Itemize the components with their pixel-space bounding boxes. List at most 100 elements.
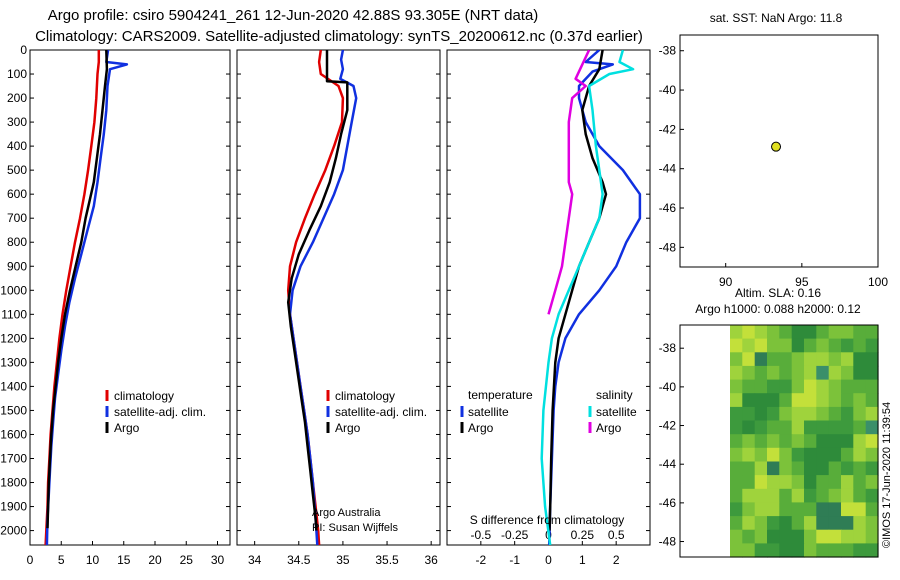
sla-cell xyxy=(816,475,830,490)
sla-cell xyxy=(853,529,867,544)
sla-cell xyxy=(730,529,743,544)
sla-cell xyxy=(804,475,817,490)
sla-cell xyxy=(767,543,780,558)
sla-title-line1: Altim. SLA: 0.16 xyxy=(735,286,821,300)
sla-cell xyxy=(791,393,805,408)
sla-cell xyxy=(804,529,817,544)
s-diff-tick-label: 0.5 xyxy=(608,528,625,542)
sla-cell xyxy=(853,365,867,381)
sla-cell xyxy=(730,543,743,558)
series-line-climatology xyxy=(44,50,101,545)
sla-cell xyxy=(779,447,793,462)
sla-cell xyxy=(791,338,805,353)
sla-cell xyxy=(791,488,805,503)
sla-cell xyxy=(816,543,830,558)
x-tick-label: 1 xyxy=(579,553,586,567)
sla-y-tick-label: -48 xyxy=(659,535,677,549)
sla-cell xyxy=(730,338,743,353)
sla-y-tick-label: -42 xyxy=(659,419,677,433)
sla-cell xyxy=(767,420,780,435)
sla-cell xyxy=(828,434,842,449)
x-tick-label: 34.5 xyxy=(287,553,311,567)
y-tick-label: 300 xyxy=(7,115,27,129)
series-line-climatology xyxy=(286,50,345,545)
sla-cell xyxy=(828,475,842,490)
sla-cell xyxy=(779,379,793,394)
x-tick-label: 35 xyxy=(336,553,350,567)
sla-cell xyxy=(767,379,780,394)
y-tick-label: 400 xyxy=(7,139,27,153)
x-tick-label: 34 xyxy=(248,553,262,567)
sla-cell xyxy=(742,338,756,353)
y-tick-label: 900 xyxy=(7,259,27,273)
difference-legend: temperature salinity satellite Argo sate… xyxy=(460,388,637,527)
sla-cell xyxy=(730,434,743,449)
sla-cell xyxy=(841,447,854,462)
sla-cell xyxy=(841,352,854,367)
location-map-frame xyxy=(679,34,879,268)
x-tick-label: 10 xyxy=(86,553,100,567)
sla-cell xyxy=(754,529,768,544)
sla-cell xyxy=(865,420,879,435)
sla-cell xyxy=(730,420,743,435)
sla-cell xyxy=(742,543,756,558)
y-tick-label: 1100 xyxy=(1,307,27,321)
sla-cell xyxy=(865,325,879,340)
s-diff-tick-label: -0.5 xyxy=(470,528,491,542)
y-tick-label: 2000 xyxy=(0,524,27,538)
y-tick-label: 800 xyxy=(7,235,27,249)
sla-cell xyxy=(742,393,756,408)
sla-cell xyxy=(828,325,842,340)
sla-cell xyxy=(841,393,854,408)
sla-cell xyxy=(841,475,854,490)
series-line-satellite-adj-clim- xyxy=(45,50,129,545)
sla-cell xyxy=(754,461,768,476)
credit-line-2: PI: Susan Wijffels xyxy=(312,522,398,534)
sla-cell xyxy=(865,461,879,476)
sla-cell xyxy=(853,325,867,340)
map-y-tick-label: -46 xyxy=(659,201,677,215)
sla-cell xyxy=(779,502,793,517)
sla-cell xyxy=(828,406,842,422)
sla-cell xyxy=(730,475,743,490)
sla-cell xyxy=(865,379,879,394)
argo-float-location-marker xyxy=(771,141,782,152)
sla-cell xyxy=(804,325,817,340)
sla-cell xyxy=(804,434,817,449)
y-tick-label: 1000 xyxy=(0,283,27,297)
sla-cell xyxy=(742,516,756,531)
map-y-tick-label: -48 xyxy=(659,240,677,254)
sla-cell xyxy=(742,352,756,367)
sla-cell xyxy=(779,529,793,544)
sla-cell xyxy=(828,447,842,462)
sla-cell xyxy=(730,325,743,340)
salinity-panel-frame xyxy=(236,49,441,546)
sla-cell xyxy=(804,461,817,476)
sla-cell xyxy=(767,406,780,422)
sla-cell xyxy=(828,338,842,353)
sla-cell xyxy=(816,352,830,367)
sla-cell xyxy=(841,365,854,381)
sla-cell xyxy=(853,379,867,394)
location-map: -38 -40 -42 -44 -46 -48 90 95 100 xyxy=(659,44,889,289)
map-y-tick-label: -42 xyxy=(659,122,677,136)
sla-cell xyxy=(865,488,879,503)
sla-cell xyxy=(754,365,768,381)
sla-cell xyxy=(865,447,879,462)
sla-cell xyxy=(730,393,743,408)
sla-cell xyxy=(816,529,830,544)
y-tick-label: 1500 xyxy=(0,403,27,417)
series-line-argo xyxy=(46,50,109,529)
series-line-temperature-argo xyxy=(548,50,608,531)
sla-cell xyxy=(816,502,830,517)
legend-label-temp-satellite: satellite xyxy=(468,405,509,419)
sla-cell xyxy=(730,406,743,422)
legend-title-salinity: salinity xyxy=(596,388,633,402)
y-tick-label: 1600 xyxy=(0,427,27,441)
salinity-profiles xyxy=(286,50,358,545)
sla-cell xyxy=(730,379,743,394)
x-tick-label: 20 xyxy=(148,553,162,567)
sla-y-tick-label: -40 xyxy=(659,380,677,394)
sla-cell xyxy=(730,488,743,503)
